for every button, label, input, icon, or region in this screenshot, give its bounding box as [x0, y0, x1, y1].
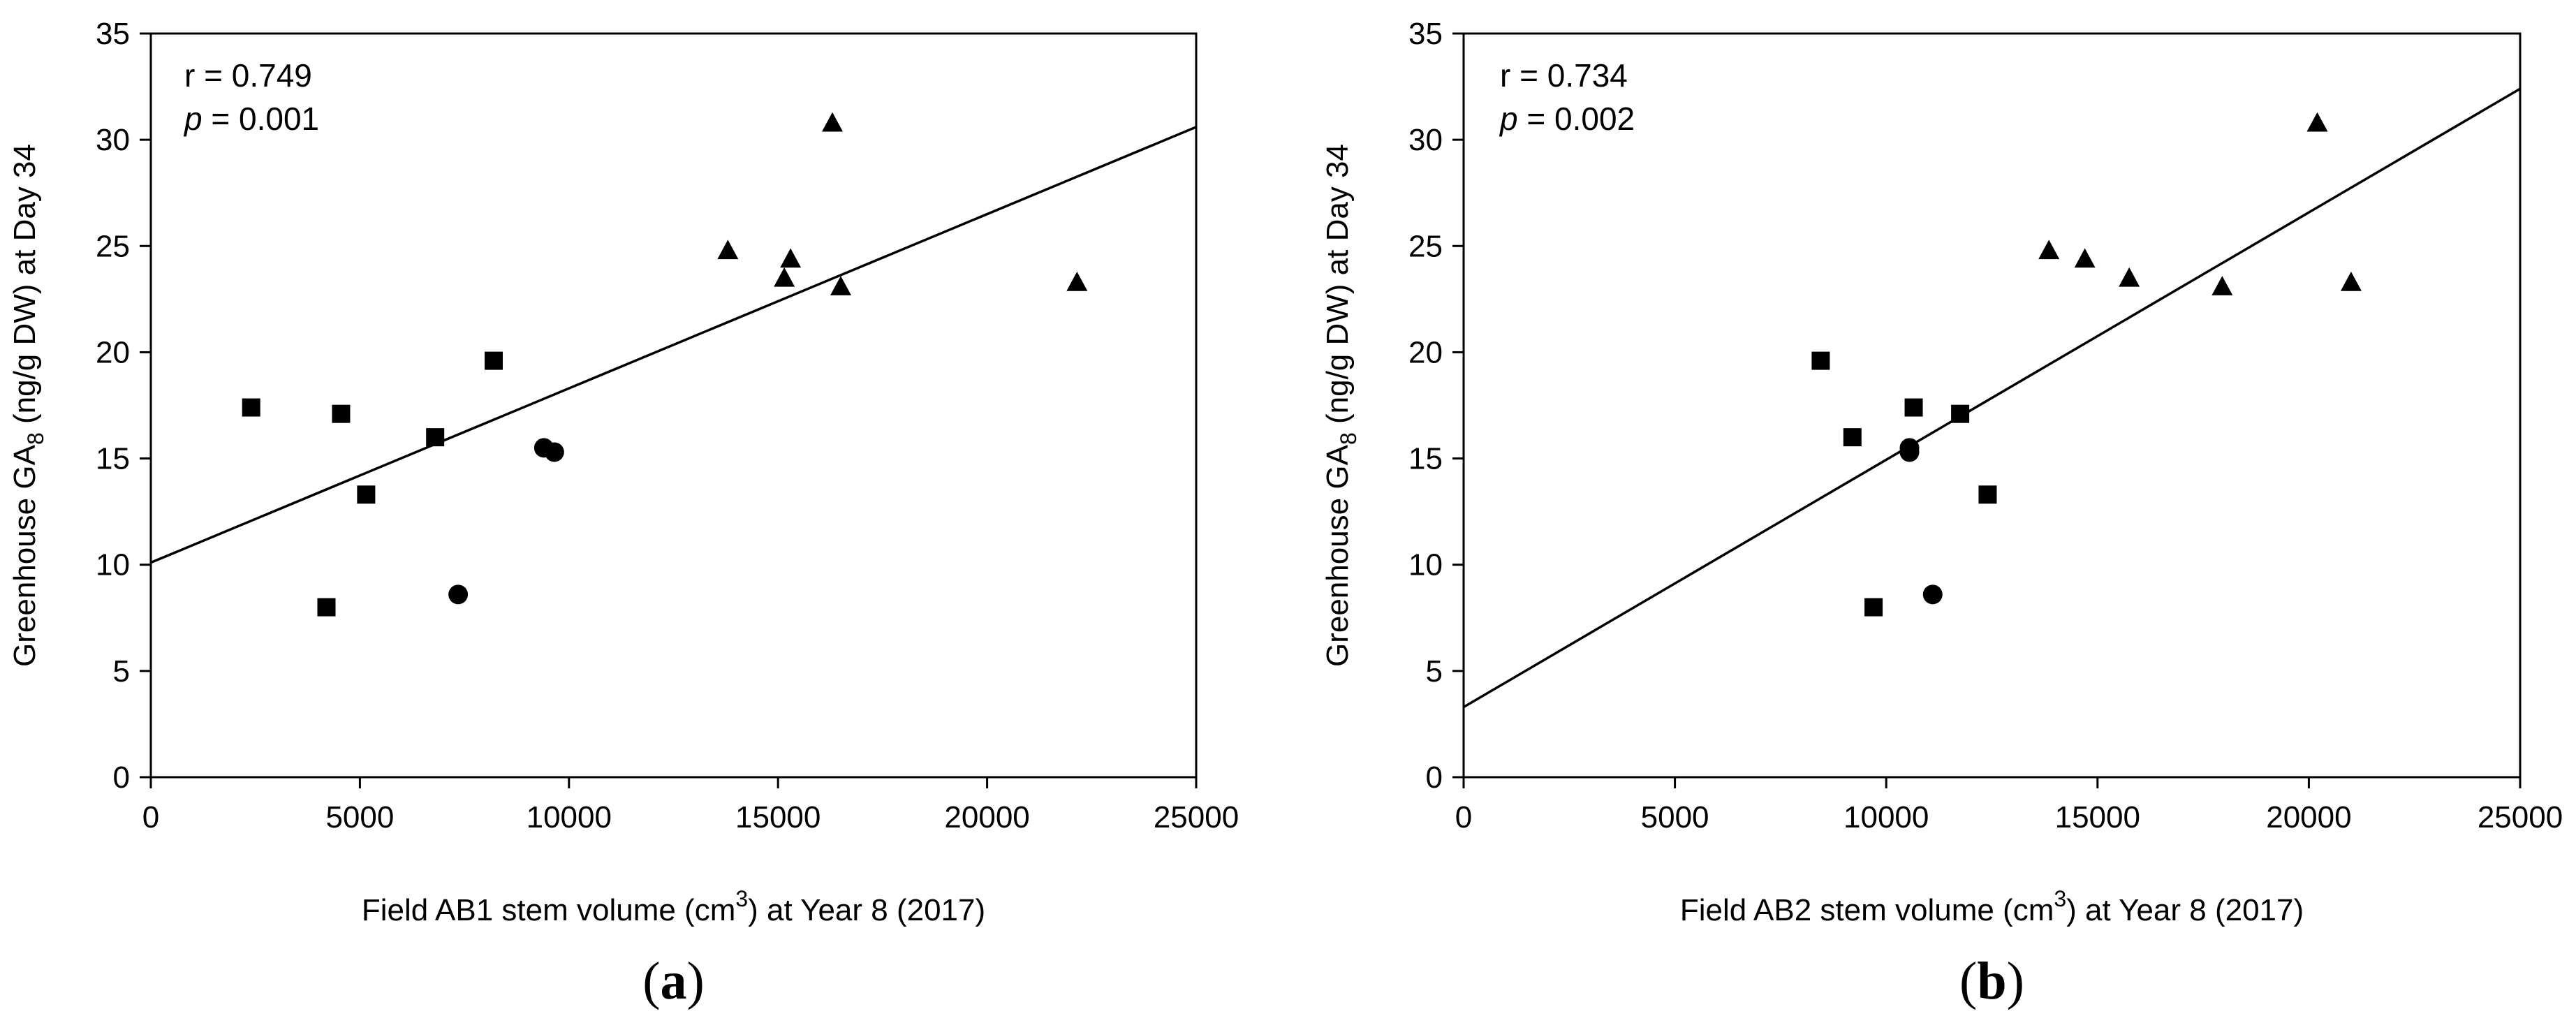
- y-tick-label: 15: [1408, 442, 1443, 476]
- data-point-square: [1978, 485, 1997, 504]
- data-point-triangle: [717, 240, 739, 260]
- data-point-circle: [544, 442, 564, 462]
- y-tick-label: 15: [96, 442, 130, 476]
- y-tick-label: 25: [1408, 229, 1443, 263]
- data-point-square: [1811, 351, 1830, 370]
- y-tick-label: 30: [1408, 123, 1443, 157]
- p-value-label: p = 0.002: [1499, 101, 1635, 137]
- data-point-square: [1843, 428, 1862, 447]
- regression-line: [1463, 87, 2521, 709]
- y-tick-label: 25: [96, 229, 130, 263]
- panel-label: (a): [642, 952, 705, 1010]
- data-point-circle: [448, 584, 469, 605]
- x-tick-label: 15000: [2055, 800, 2140, 834]
- data-point-triangle: [2119, 267, 2140, 287]
- y-tick-label: 20: [1408, 335, 1443, 369]
- y-tick-label: 0: [113, 760, 130, 795]
- panel-label: (b): [1959, 952, 2024, 1010]
- x-tick-label: 10000: [1843, 800, 1929, 834]
- data-point-square: [317, 598, 336, 617]
- data-point-triangle: [822, 112, 844, 132]
- data-point-square: [1904, 398, 1923, 417]
- x-tick-label: 15000: [735, 800, 820, 834]
- data-point-triangle: [2340, 272, 2362, 291]
- y-tick-label: 30: [96, 123, 130, 157]
- x-tick-label: 25000: [2478, 800, 2563, 834]
- x-tick-label: 5000: [1641, 800, 1709, 834]
- y-tick-label: 35: [1408, 17, 1443, 51]
- data-point-square: [1951, 404, 1970, 423]
- x-tick-label: 20000: [2266, 800, 2351, 834]
- data-point-triangle: [774, 267, 795, 287]
- data-point-triangle: [2074, 248, 2096, 268]
- plot-frame: [149, 32, 1198, 779]
- data-point-triangle: [2211, 276, 2233, 295]
- plot-frame: [1462, 32, 2522, 779]
- y-axis-title: Greenhouse GA8 (ng/g DW) at Day 34: [8, 144, 48, 667]
- y-tick-label: 20: [96, 335, 130, 369]
- x-tick-label: 20000: [944, 800, 1029, 834]
- data-point-triangle: [830, 276, 852, 295]
- data-point-triangle: [2038, 240, 2060, 260]
- y-tick-label: 0: [1426, 760, 1443, 795]
- x-tick-label: 25000: [1154, 800, 1239, 834]
- data-point-triangle: [1066, 272, 1088, 291]
- data-point-square: [485, 351, 503, 370]
- panel-b: 0 5000 10000 15000 20000 25000 0 5 10 15 20 25 30 35 r…: [1320, 17, 2563, 1010]
- data-point-circle: [1922, 584, 1943, 605]
- y-tick-label: 35: [96, 17, 130, 51]
- r-value-label: r = 0.734: [1500, 57, 1628, 94]
- data-point-square: [357, 485, 376, 504]
- data-point-triangle: [780, 248, 802, 268]
- data-point-square: [1864, 598, 1883, 617]
- panel-a: 0 5000 10000 15000 20000 25000 0 5 10 15 20 25 30 35 r…: [8, 17, 1239, 1010]
- data-point-square: [426, 428, 445, 447]
- x-axis-title: Field AB1 stem volume (cm3) at Year 8 (2…: [362, 886, 985, 927]
- y-tick-label: 10: [96, 548, 130, 582]
- x-tick-label: 0: [1455, 800, 1472, 834]
- data-point-square: [242, 398, 260, 417]
- x-tick-label: 0: [142, 800, 159, 834]
- data-point-square: [332, 404, 351, 423]
- data-point-circle: [1899, 442, 1920, 462]
- y-tick-label: 10: [1408, 548, 1443, 582]
- y-tick-label: 5: [113, 654, 130, 689]
- x-tick-label: 10000: [527, 800, 612, 834]
- data-point-triangle: [2306, 112, 2328, 132]
- y-tick-label: 5: [1426, 654, 1443, 689]
- x-tick-label: 5000: [325, 800, 394, 834]
- x-axis-title: Field AB2 stem volume (cm3) at Year 8 (2…: [1680, 886, 2304, 927]
- r-value-label: r = 0.749: [184, 57, 312, 94]
- regression-line: [150, 126, 1197, 564]
- p-value-label: p = 0.001: [183, 101, 319, 137]
- y-axis-title: Greenhouse GA8 (ng/g DW) at Day 34: [1320, 144, 1361, 667]
